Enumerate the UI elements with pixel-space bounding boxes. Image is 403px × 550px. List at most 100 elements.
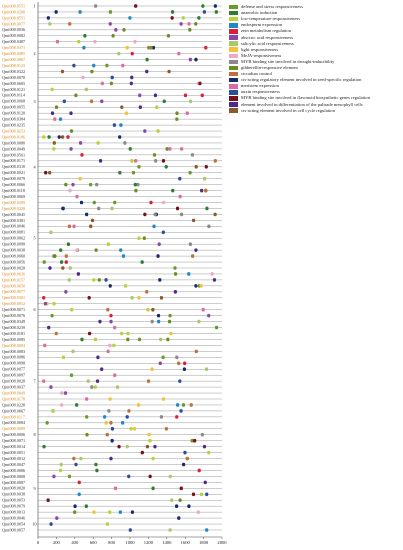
cis-element-mark xyxy=(49,230,53,235)
legend-label: circadian control xyxy=(241,71,272,77)
cis-element-mark xyxy=(90,385,94,389)
cis-element-mark xyxy=(119,123,123,127)
cis-element-mark xyxy=(108,10,113,14)
legend-swatch xyxy=(229,23,238,28)
gene-name: Qmt008.0020 xyxy=(2,486,25,491)
cis-element-mark xyxy=(94,248,98,252)
cis-element-mark xyxy=(42,295,46,300)
cis-element-mark xyxy=(123,141,127,145)
gene-name: Qmt008.0012 xyxy=(2,456,25,461)
legend-label: cis-acting regulatory element involved i… xyxy=(241,77,362,83)
cis-element-mark xyxy=(58,468,63,473)
cis-element-mark xyxy=(110,75,114,80)
cis-element-mark xyxy=(138,93,142,98)
cis-element-mark xyxy=(126,331,130,336)
gene-name: Qmt008.0021 xyxy=(2,170,25,175)
cis-element-mark xyxy=(97,206,101,211)
cis-element-mark xyxy=(127,474,131,479)
gene-name: Qmt008.0384 xyxy=(2,117,26,122)
cis-element-mark xyxy=(183,93,188,98)
cis-element-mark xyxy=(88,331,92,336)
cis-element-mark xyxy=(156,129,160,133)
legend-label: light responsiveness xyxy=(241,46,279,52)
cis-element-mark xyxy=(48,22,52,26)
cis-element-mark xyxy=(167,69,171,74)
cis-element-mark xyxy=(130,51,134,56)
gene-name: Qmt008.0060 xyxy=(2,253,25,258)
gene-name: Qmt008.0076 xyxy=(2,313,25,318)
gene-name: Qmt008.0045 xyxy=(2,212,25,217)
cis-element-mark xyxy=(106,307,110,312)
gene-name: Qmt008.0008 xyxy=(2,474,25,479)
cis-element-mark xyxy=(164,164,168,169)
cis-element-mark xyxy=(143,129,147,133)
cis-element-mark xyxy=(120,331,124,336)
cis-element-mark xyxy=(188,28,192,32)
cis-element-mark xyxy=(69,147,73,151)
cis-element-mark xyxy=(118,510,122,514)
cis-element-mark xyxy=(53,254,57,258)
cis-element-mark xyxy=(175,504,179,508)
cis-element-mark xyxy=(213,212,217,217)
cis-element-mark xyxy=(151,456,155,461)
legend-item: low-temperature responsiveness xyxy=(229,16,401,22)
legend-item: light responsiveness xyxy=(229,47,401,53)
gene-name: Qmt008.0038 xyxy=(2,492,25,497)
cis-element-mark xyxy=(170,10,175,14)
cis-element-mark xyxy=(96,141,100,145)
cis-element-mark xyxy=(179,409,183,413)
cis-element-mark xyxy=(58,117,63,121)
cis-element-mark xyxy=(162,200,166,205)
cis-element-mark xyxy=(188,57,192,62)
legend-swatch xyxy=(229,102,238,107)
legend-item: cis-acting element involved in cell cycl… xyxy=(229,108,401,114)
cis-element-mark xyxy=(89,224,93,229)
cis-element-mark xyxy=(52,474,56,479)
cis-element-mark xyxy=(205,528,209,532)
cis-element-mark xyxy=(124,111,128,115)
cis-element-mark xyxy=(167,319,172,324)
cis-element-mark xyxy=(203,480,207,485)
cis-element-mark xyxy=(152,153,157,157)
legend-swatch xyxy=(229,90,238,95)
cis-element-mark xyxy=(194,164,198,169)
gene-name: Qmt008.0085 xyxy=(2,337,25,342)
x-tick-label: 2000 xyxy=(217,540,227,545)
cis-element-mark xyxy=(147,45,151,50)
cis-element-mark xyxy=(113,486,118,491)
cis-element-mark xyxy=(52,141,56,145)
cis-element-mark xyxy=(94,4,98,8)
cis-element-mark xyxy=(179,212,184,217)
cis-element-mark xyxy=(128,147,132,151)
cis-element-mark xyxy=(188,242,192,246)
cis-element-mark xyxy=(125,444,129,449)
legend-label: gibberellin-responsive element xyxy=(241,64,298,70)
cis-element-mark xyxy=(45,421,49,425)
cis-element-mark xyxy=(137,236,141,241)
cis-element-mark xyxy=(108,284,112,288)
group-numbers: 1 2 3 4 5 6 7 8 9 10 xyxy=(32,4,36,527)
gene-name: Qmt008.0054 xyxy=(2,521,26,526)
gene-name: Qmt008.0077 xyxy=(2,367,25,372)
cis-element-mark xyxy=(198,81,202,86)
gene-name: Qmt008.0036 xyxy=(2,271,25,276)
cis-element-mark xyxy=(196,510,200,514)
cis-element-mark xyxy=(78,176,82,181)
gene-name: Qmt008.0605 xyxy=(2,81,25,86)
cis-element-mark xyxy=(86,379,90,383)
cis-element-mark xyxy=(179,22,183,26)
legend-label: auxin responsiveness xyxy=(241,89,280,95)
cis-element-mark xyxy=(55,39,60,44)
cis-element-mark xyxy=(94,462,98,467)
cis-element-mark xyxy=(207,224,211,229)
cis-element-mark xyxy=(79,200,84,205)
cis-element-mark xyxy=(140,450,144,455)
cis-element-mark xyxy=(80,337,84,342)
cis-element-mark xyxy=(74,462,78,467)
legend-item: element involved in differentiation of t… xyxy=(229,102,401,108)
cis-element-mark xyxy=(109,421,113,425)
cis-element-mark xyxy=(214,10,218,14)
gene-rows: Qmt008.0551Qmt008.0290Qmt008.0551Qmt008.… xyxy=(2,3,222,532)
cis-element-mark xyxy=(110,426,115,431)
cis-element-mark xyxy=(59,462,63,467)
